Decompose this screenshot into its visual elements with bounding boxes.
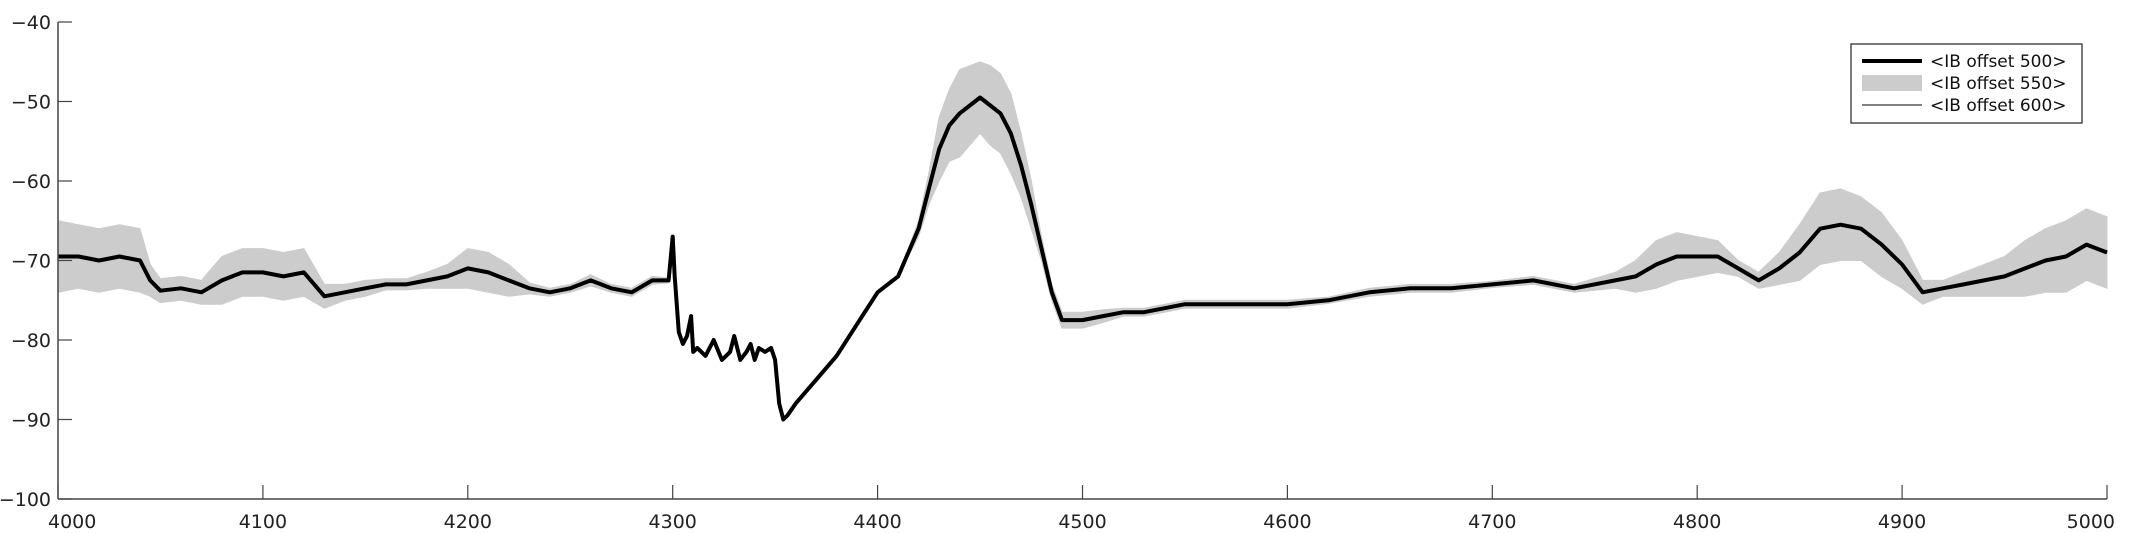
x-tick-label: 4100 (239, 511, 287, 533)
x-tick-label: 4400 (853, 511, 901, 533)
x-tick-label: 4900 (1878, 511, 1926, 533)
x-tick-label: 4000 (48, 511, 96, 533)
x-tick-label: 4800 (1673, 511, 1721, 533)
series-line-ib-offset-500 (58, 95, 2108, 422)
y-tick-label: −90 (11, 410, 51, 432)
y-tick-label: −50 (11, 92, 51, 114)
y-tick-label: −70 (11, 251, 51, 273)
x-tick-label: 4500 (1058, 511, 1106, 533)
legend-label: <IB offset 550> (1930, 74, 2067, 94)
series-band-ib-offset-550 (57, 61, 2108, 421)
x-tick-label: 5000 (2067, 511, 2115, 533)
series-line-layer (58, 95, 2108, 422)
y-ticks: −40 −50 −60 −70 −80 −90 −100 (0, 12, 72, 511)
y-tick-label: −80 (11, 330, 51, 352)
legend-swatch-band (1862, 75, 1922, 91)
x-tick-label: 4300 (649, 511, 697, 533)
y-tick-label: −100 (0, 489, 51, 511)
legend-items: <IB offset 500><IB offset 550><IB offset… (1862, 52, 2067, 116)
y-tick-label: −60 (11, 171, 51, 193)
x-ticks: 4000 4100 4200 4300 4400 4500 4600 4700 4800 4900… (48, 485, 2115, 533)
legend-box (1850, 43, 2083, 124)
series-band-layer (57, 61, 2108, 421)
x-tick-label: 4200 (444, 511, 492, 533)
y-tick-label: −40 (11, 12, 51, 34)
x-tick-label: 4600 (1263, 511, 1311, 533)
legend-label: <IB offset 600> (1930, 96, 2067, 116)
x-tick-label: 4700 (1468, 511, 1516, 533)
legend: <IB offset 500><IB offset 550><IB offset… (1850, 43, 2083, 124)
legend-label: <IB offset 500> (1930, 52, 2067, 72)
